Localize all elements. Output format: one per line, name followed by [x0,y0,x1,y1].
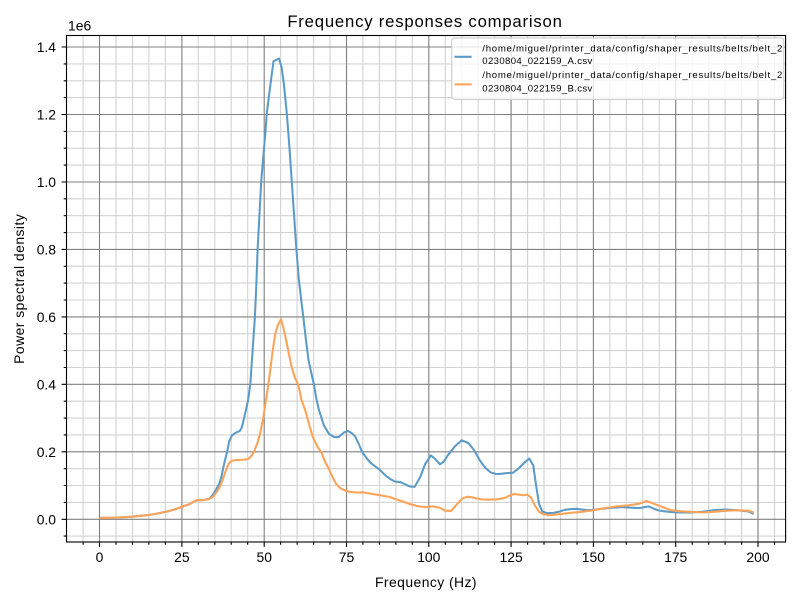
svg-text:0.8: 0.8 [37,241,57,257]
svg-text:200: 200 [746,549,769,565]
svg-text:150: 150 [582,549,605,565]
svg-text:/home/miguel/printer_data/conf: /home/miguel/printer_data/config/shaper_… [482,70,782,81]
svg-text:175: 175 [664,549,687,565]
svg-text:0.6: 0.6 [37,309,57,325]
svg-text:1.4: 1.4 [37,39,57,55]
svg-text:25: 25 [174,549,190,565]
svg-text:Power spectral density: Power spectral density [11,214,27,364]
svg-text:1e6: 1e6 [68,18,91,34]
svg-text:0230804_022159_A.csv: 0230804_022159_A.csv [482,56,592,67]
svg-text:/home/miguel/printer_data/conf: /home/miguel/printer_data/config/shaper_… [482,44,782,55]
svg-text:100: 100 [417,549,440,565]
svg-text:Frequency responses comparison: Frequency responses comparison [287,12,562,31]
svg-text:1.0: 1.0 [37,174,57,190]
svg-text:0: 0 [96,549,104,565]
svg-text:0.4: 0.4 [37,376,57,392]
svg-text:0230804_022159_B.csv: 0230804_022159_B.csv [482,84,592,95]
svg-text:0.0: 0.0 [37,511,57,527]
svg-text:1.2: 1.2 [37,107,57,123]
svg-text:125: 125 [500,549,523,565]
svg-text:Frequency (Hz): Frequency (Hz) [375,574,477,590]
svg-text:0.2: 0.2 [37,444,57,460]
svg-text:75: 75 [339,549,355,565]
svg-text:50: 50 [256,549,272,565]
